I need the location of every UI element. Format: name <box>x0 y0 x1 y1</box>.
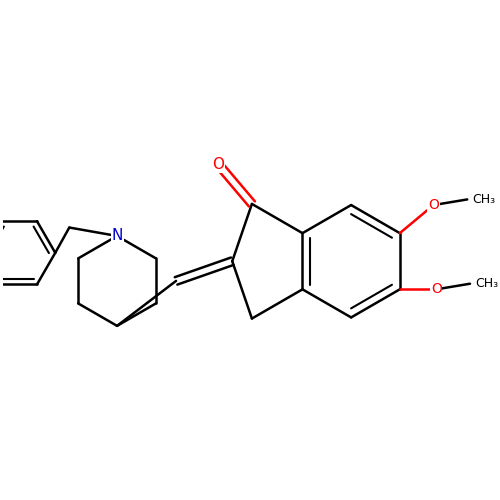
Text: O: O <box>431 282 442 296</box>
Text: CH₃: CH₃ <box>476 277 498 290</box>
Text: N: N <box>112 228 122 244</box>
Text: O: O <box>212 157 224 172</box>
Text: CH₃: CH₃ <box>472 193 496 206</box>
Text: O: O <box>428 198 439 212</box>
